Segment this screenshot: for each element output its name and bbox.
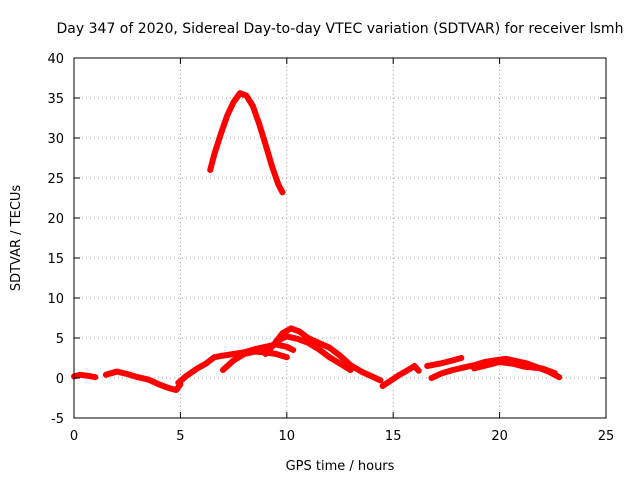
series-line-arc-high xyxy=(207,90,286,196)
y-tick-label: 35 xyxy=(47,92,64,107)
x-tick-label: 0 xyxy=(70,429,78,444)
series-group xyxy=(71,90,563,393)
series-line-arc-low-1 xyxy=(71,371,99,381)
series-line-arc-low-9 xyxy=(424,355,465,369)
y-axis-label: SDTVAR / TECUs xyxy=(9,185,24,292)
x-tick-label: 25 xyxy=(598,429,615,444)
series-line-arc-low-5 xyxy=(262,325,384,384)
y-tick-label: 25 xyxy=(47,172,64,187)
y-tick-label: 20 xyxy=(47,212,64,227)
x-tick-label: 10 xyxy=(279,429,296,444)
x-tick-label: 20 xyxy=(491,429,508,444)
series-line-arc-low-6 xyxy=(273,333,354,373)
x-tick-label: 15 xyxy=(385,429,402,444)
y-tick-label: 40 xyxy=(47,52,64,67)
series-line-arc-low-3 xyxy=(175,341,297,386)
plot-border xyxy=(73,57,607,419)
y-tick-label: -5 xyxy=(51,412,64,427)
chart-title: Day 347 of 2020, Sidereal Day-to-day VTE… xyxy=(57,21,624,37)
series-line-arc-low-2 xyxy=(102,368,184,393)
y-tick-label: 10 xyxy=(47,292,64,307)
y-tick-label: 0 xyxy=(56,372,64,387)
y-tick-label: 5 xyxy=(56,332,64,347)
y-tick-label: 30 xyxy=(47,132,64,147)
x-axis-label: GPS time / hours xyxy=(286,459,395,474)
ticks: 0 5 10 15 20 25 -5 0 5 10 15 20 25 30 35 40 xyxy=(47,52,614,444)
x-tick-label: 5 xyxy=(176,429,184,444)
grid xyxy=(74,58,606,418)
series-line-arc-low-7 xyxy=(379,363,422,389)
series-line-arc-low-4 xyxy=(220,348,290,373)
y-tick-label: 15 xyxy=(47,252,64,267)
series-line-arc-low-10 xyxy=(471,359,558,377)
